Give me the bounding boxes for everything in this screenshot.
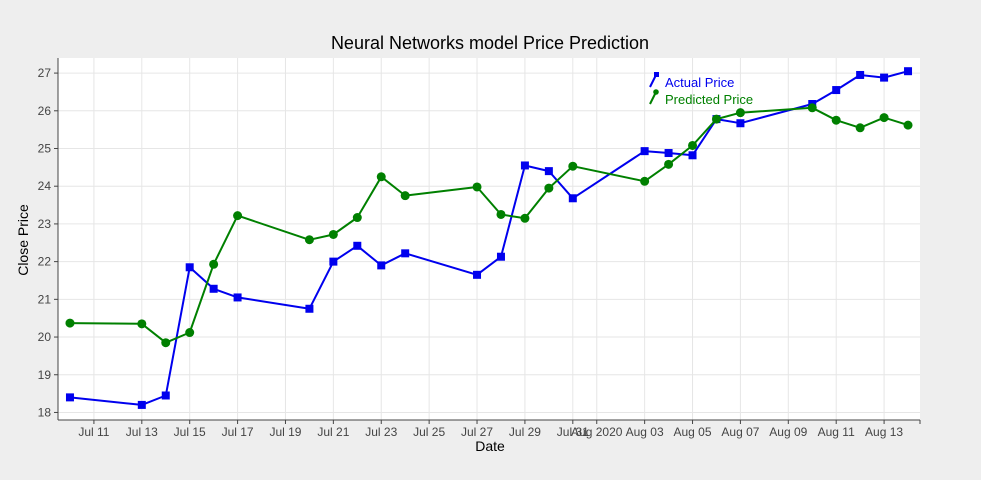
data-point-predicted: [664, 159, 674, 169]
data-point-predicted: [472, 182, 482, 192]
data-point-actual: [856, 70, 865, 79]
chart-title: Neural Networks model Price Prediction: [331, 33, 649, 53]
y-tick-label: 19: [38, 368, 52, 382]
data-point-actual: [496, 252, 505, 261]
x-tick-label: Jul 25: [413, 425, 445, 439]
axes: Jul 11 Jul 13 Jul 15 Jul 17 Jul 19 Jul 21 Jul …: [38, 58, 921, 439]
data-point-predicted: [233, 211, 243, 221]
x-tick-label: Jul 23: [365, 425, 397, 439]
data-point-predicted: [807, 103, 817, 113]
data-point-predicted: [640, 176, 650, 186]
data-point-actual: [185, 263, 194, 272]
x-tick-label: Aug 09: [769, 425, 807, 439]
x-tick-label: Jul 13: [126, 425, 158, 439]
plot-area: [58, 58, 920, 420]
data-point-actual: [880, 73, 889, 82]
data-point-actual: [640, 147, 649, 156]
data-point-predicted: [688, 140, 698, 150]
x-tick-label: Jul 21: [317, 425, 349, 439]
data-point-actual: [473, 270, 482, 279]
x-axis-title: Date: [475, 438, 505, 454]
data-point-predicted: [855, 123, 865, 133]
data-point-predicted: [568, 161, 578, 171]
data-point-predicted: [735, 108, 745, 118]
data-point-predicted: [711, 114, 721, 124]
y-tick-label: 23: [38, 217, 52, 231]
legend: Actual Price Predicted Price: [649, 72, 753, 107]
y-tick-label: 20: [38, 330, 52, 344]
legend-marker-2: [653, 89, 659, 95]
data-point-actual: [353, 241, 362, 250]
x-tick-label: Aug 03: [626, 425, 664, 439]
x-tick-label: Jul 17: [222, 425, 254, 439]
x-tick-label: Jul 29: [509, 425, 541, 439]
x-tick-label: Jul 19: [269, 425, 301, 439]
data-point-predicted: [400, 191, 410, 201]
y-tick-label: 24: [38, 179, 52, 193]
data-point-predicted: [304, 235, 314, 245]
x-tick-label: Jul 15: [174, 425, 206, 439]
data-point-actual: [161, 391, 170, 400]
y-axis-title: Close Price: [15, 204, 31, 276]
data-point-predicted: [879, 113, 889, 123]
x-tick-label: Aug 07: [721, 425, 759, 439]
data-point-predicted: [185, 328, 195, 338]
y-tick-label: 22: [38, 255, 52, 269]
x-tick-label: Jul 31: [557, 425, 589, 439]
x-tick-label: Aug 2020: [571, 425, 623, 439]
data-point-predicted: [328, 229, 338, 239]
data-point-actual: [65, 393, 74, 402]
grid: [58, 58, 920, 420]
legend-marker-1: [654, 72, 659, 77]
data-point-predicted: [161, 338, 171, 348]
data-point-actual: [688, 151, 697, 160]
data-point-predicted: [831, 115, 841, 125]
data-point-predicted: [903, 120, 913, 130]
data-point-actual: [137, 400, 146, 409]
data-point-actual: [832, 86, 841, 95]
y-tick-label: 25: [38, 142, 52, 156]
data-point-actual: [736, 119, 745, 128]
data-point-actual: [377, 261, 386, 270]
data-point-actual: [209, 284, 218, 293]
data-point-predicted: [352, 213, 362, 223]
data-point-actual: [520, 161, 529, 170]
data-point-predicted: [65, 318, 75, 328]
data-point-actual: [664, 149, 673, 158]
y-tick-label: 26: [38, 104, 52, 118]
data-point-actual: [305, 304, 314, 313]
data-point-actual: [904, 67, 913, 76]
data-point-predicted: [137, 319, 147, 329]
data-point-predicted: [376, 172, 386, 182]
legend-label-2: Predicted Price: [665, 92, 753, 107]
y-tick-label: 18: [38, 405, 52, 419]
data-point-actual: [568, 194, 577, 203]
x-tick-label: Jul 27: [461, 425, 493, 439]
data-point-predicted: [496, 209, 506, 219]
y-tick-label: 21: [38, 292, 52, 306]
x-tick-label: Aug 05: [674, 425, 712, 439]
x-tick-label: Aug 11: [818, 425, 855, 439]
series-line-2: [69, 106, 909, 344]
legend-label-1: Actual Price: [665, 75, 734, 90]
data-point-actual: [329, 257, 338, 266]
data-point-actual: [233, 293, 242, 302]
data-point-predicted: [209, 259, 219, 269]
data-point-predicted: [544, 183, 554, 193]
x-tick-label: Aug 13: [865, 425, 903, 439]
data-point-predicted: [520, 213, 530, 223]
data-point-actual: [401, 249, 410, 258]
series-layer: [65, 67, 913, 409]
x-tick-label: Jul 11: [78, 425, 109, 439]
data-point-actual: [544, 167, 553, 176]
y-tick-label: 27: [38, 66, 52, 80]
